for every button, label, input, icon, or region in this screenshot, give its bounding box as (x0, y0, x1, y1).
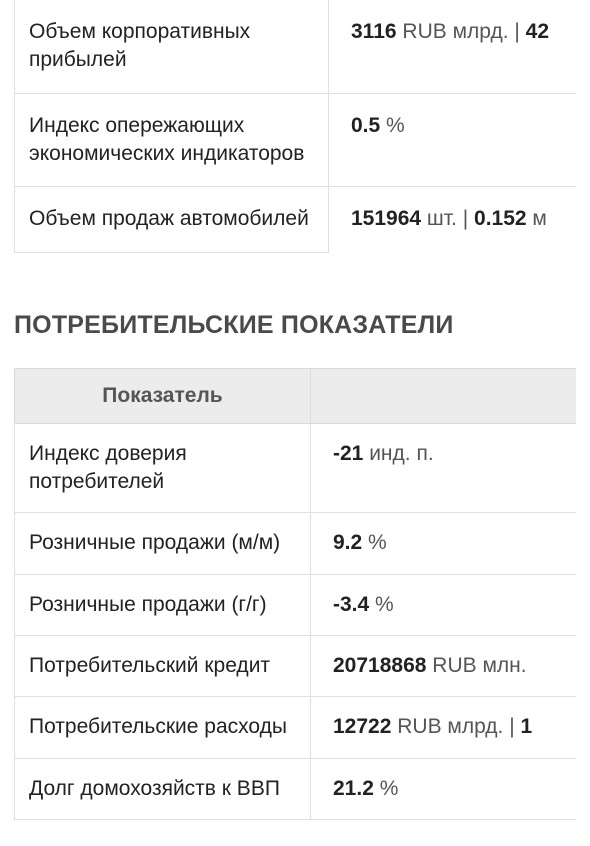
column-header-value (311, 368, 576, 424)
value-number: 0.5 (351, 114, 380, 137)
value-unit: RUB млрд. | (391, 715, 520, 738)
row-label: Объем продаж автомобилей (14, 186, 329, 252)
table-row: Потребительский кредит 20718868 RUB млн. (14, 636, 576, 697)
consumer-indicators-table: Показатель Индекс доверия потребителей -… (14, 368, 576, 820)
value-unit: % (380, 114, 405, 137)
section-heading-consumer: ПОТРЕБИТЕЛЬСКИЕ ПОКАЗАТЕЛИ (14, 311, 576, 340)
value-unit: RUB млн. (426, 654, 526, 677)
row-label: Потребительский кредит (14, 636, 311, 697)
value-unit-2: м (527, 207, 547, 230)
value-unit: RUB млрд. | (397, 20, 526, 43)
value-unit: % (362, 531, 387, 554)
row-value: -3.4 % (311, 575, 576, 636)
column-header-indicator: Показатель (14, 368, 311, 424)
value-number: 21.2 (333, 777, 374, 800)
value-unit: % (369, 593, 394, 616)
business-indicators-table: Объем корпоративных прибылей 3116 RUB мл… (14, 0, 576, 253)
row-label: Объем корпоративных прибылей (14, 0, 329, 93)
row-label: Розничные продажи (м/м) (14, 513, 311, 574)
value-number-2: 0.152 (474, 207, 527, 230)
row-value: 20718868 RUB млн. (311, 636, 576, 697)
row-label: Долг домохозяйств к ВВП (14, 759, 311, 820)
page: Объем корпоративных прибылей 3116 RUB мл… (0, 0, 590, 846)
value-unit: % (374, 777, 399, 800)
table-row: Потребительские расходы 12722 RUB млрд. … (14, 697, 576, 758)
table-row: Объем корпоративных прибылей 3116 RUB мл… (14, 0, 576, 93)
row-value: 0.5 % (329, 93, 576, 187)
row-value: 151964 шт. | 0.152 м (329, 186, 576, 252)
value-number: 9.2 (333, 531, 362, 554)
value-number-2: 42 (526, 20, 549, 43)
value-unit: инд. п. (363, 442, 433, 465)
table-row: Индекс доверия потребителей -21 инд. п. (14, 424, 576, 514)
value-number: 151964 (351, 207, 421, 230)
value-number: 12722 (333, 715, 391, 738)
value-number: -21 (333, 442, 363, 465)
value-number: 3116 (351, 20, 397, 43)
row-label: Индекс доверия потребителей (14, 424, 311, 514)
value-number: 20718868 (333, 654, 426, 677)
row-value: 9.2 % (311, 513, 576, 574)
row-label: Потребительские расходы (14, 697, 311, 758)
row-value: -21 инд. п. (311, 424, 576, 514)
value-unit: шт. | (421, 207, 474, 230)
row-value: 3116 RUB млрд. | 42 (329, 0, 576, 93)
table-row: Розничные продажи (г/г) -3.4 % (14, 575, 576, 636)
value-number-2: 1 (521, 715, 533, 738)
row-value: 12722 RUB млрд. | 1 (311, 697, 576, 758)
table-row: Индекс опережающих экономических индикат… (14, 93, 576, 187)
row-label: Индекс опережающих экономических индикат… (14, 93, 329, 187)
table-row: Розничные продажи (м/м) 9.2 % (14, 513, 576, 574)
row-label: Розничные продажи (г/г) (14, 575, 311, 636)
value-number: -3.4 (333, 593, 369, 616)
row-value: 21.2 % (311, 759, 576, 820)
table-row: Объем продаж автомобилей 151964 шт. | 0.… (14, 186, 576, 252)
table-header-row: Показатель (14, 368, 576, 424)
table-row: Долг домохозяйств к ВВП 21.2 % (14, 759, 576, 820)
